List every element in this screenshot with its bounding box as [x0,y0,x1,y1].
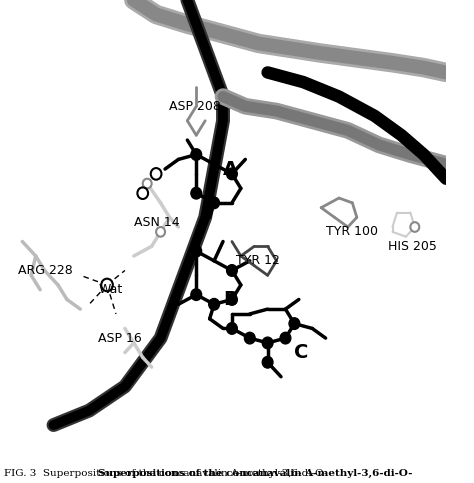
Text: TYR 12: TYR 12 [237,255,280,267]
Circle shape [227,323,237,334]
Circle shape [143,179,152,188]
Circle shape [151,168,162,180]
Circle shape [156,227,165,237]
Circle shape [209,197,219,209]
Text: A: A [223,159,238,179]
Text: C: C [294,343,309,362]
Text: Superpositions of the concanavalin A-methyl-3,6-di-O-: Superpositions of the concanavalin A-met… [98,469,413,478]
Circle shape [191,187,201,199]
Text: HIS 205: HIS 205 [388,240,437,253]
Text: ARG 228: ARG 228 [18,264,73,277]
Circle shape [227,294,237,305]
Text: ASP 16: ASP 16 [98,332,142,344]
Circle shape [262,337,273,349]
Text: B: B [223,290,238,309]
Circle shape [227,168,237,180]
Text: TYR 100: TYR 100 [326,226,378,238]
Circle shape [209,298,219,310]
Circle shape [191,289,201,300]
Circle shape [262,356,273,368]
Circle shape [137,187,148,199]
Circle shape [280,332,291,344]
Text: FIG. 3  Superpositions of the concanavalin A-methyl-3,6-di-O-: FIG. 3 Superpositions of the concanavali… [4,469,328,478]
Circle shape [245,332,255,344]
Circle shape [410,222,419,232]
Text: Wat: Wat [98,284,122,296]
Circle shape [101,279,113,291]
Circle shape [289,318,300,329]
Circle shape [191,245,201,257]
Circle shape [227,265,237,276]
Text: ASP 208: ASP 208 [170,100,221,113]
Text: ASN 14: ASN 14 [134,216,180,228]
Circle shape [191,149,201,160]
